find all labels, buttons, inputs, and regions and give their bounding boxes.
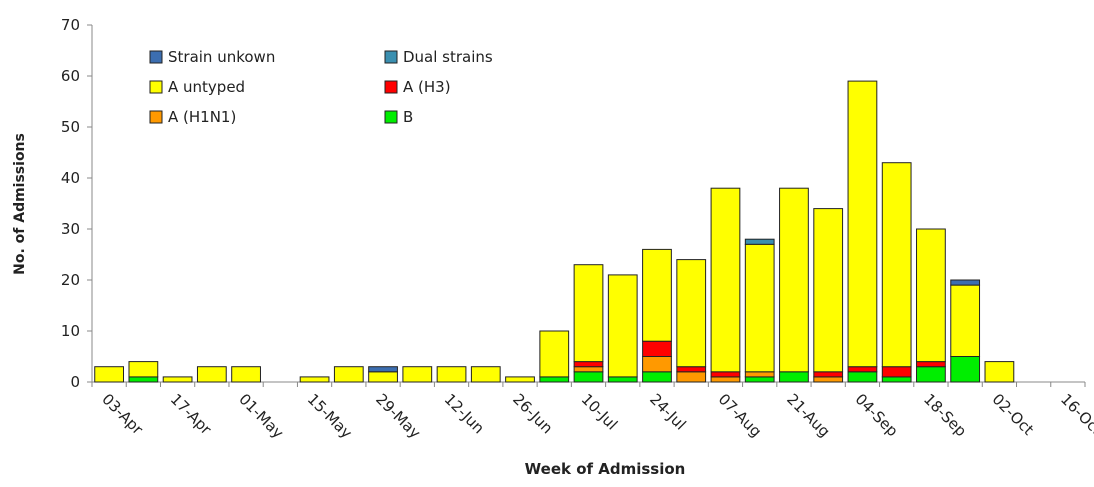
bar-segment (813, 376, 844, 383)
bar-segment (881, 366, 912, 378)
bar-segment (368, 371, 398, 383)
bar-segment (950, 284, 981, 358)
bar-segment (813, 371, 844, 378)
x-tick-label: 16-Oct (1057, 390, 1094, 439)
bar-segment (642, 371, 672, 383)
x-tick-label: 18-Sep (920, 390, 970, 440)
bar-segment (539, 330, 570, 378)
legend-swatch (149, 110, 163, 124)
bar-segment (505, 376, 535, 383)
bar-segment (607, 376, 638, 383)
bar-segment (744, 376, 775, 383)
bar-segment (676, 371, 707, 383)
bar-segment (950, 279, 981, 286)
x-tick-label: 01-May (235, 390, 287, 442)
x-tick-label: 12-Jun (441, 390, 488, 437)
bar-segment (402, 366, 433, 383)
bar-segment (779, 187, 809, 373)
legend-label: A untyped (168, 78, 245, 96)
bar-segment (128, 376, 159, 383)
x-tick-label: 29-May (372, 390, 424, 442)
x-tick-label: 02-Oct (989, 390, 1038, 439)
bar-segment (710, 376, 741, 383)
legend-swatch (384, 50, 398, 64)
bar-segment (710, 187, 741, 373)
bar-segment (94, 366, 125, 383)
y-tick-label: 60 (61, 67, 80, 85)
y-tick-label: 30 (61, 220, 80, 238)
y-tick-label: 20 (61, 271, 80, 289)
legend-label: A (H3) (403, 78, 451, 96)
x-tick-label: 24-Jul (646, 390, 689, 433)
y-tick-label: 50 (61, 118, 80, 136)
legend-label: A (H1N1) (168, 108, 236, 126)
bar-segment (779, 371, 809, 383)
bar-segment (642, 340, 672, 358)
bar-segment (642, 356, 672, 373)
bar-segment (676, 259, 707, 368)
bar-segment (470, 366, 501, 383)
legend-label: B (403, 108, 413, 126)
x-axis-label: Week of Admission (525, 460, 686, 478)
bar-segment (744, 243, 775, 373)
legend-swatch (149, 80, 163, 94)
bar-segment (744, 238, 775, 245)
bar-segment (881, 376, 912, 383)
x-tick-label: 15-May (304, 390, 356, 442)
bar-segment (573, 264, 604, 363)
bar-segment (847, 371, 878, 383)
x-tick-label: 21-Aug (783, 390, 834, 441)
legend-swatch (384, 80, 398, 94)
bar-segment (744, 371, 775, 378)
bar-segment (950, 356, 981, 383)
bar-segment (916, 366, 946, 383)
bar-segment (847, 80, 878, 368)
bar-segment (436, 366, 467, 383)
bar-segment (573, 371, 604, 383)
bar-segment (984, 361, 1015, 383)
bar-segment (813, 208, 844, 373)
legend-label: Strain unkown (168, 48, 275, 66)
x-tick-label: 04-Sep (852, 390, 902, 440)
bar-segment (299, 376, 330, 383)
bar-segment (710, 371, 741, 378)
bar-segment (573, 361, 604, 368)
x-tick-label: 17-Apr (167, 390, 216, 439)
legend-label: Dual strains (403, 48, 493, 66)
bar-segment (642, 248, 672, 342)
bar-segment (916, 228, 946, 363)
y-tick-label: 10 (61, 322, 80, 340)
bar-segment (231, 366, 261, 383)
bar-segment (368, 366, 398, 373)
y-tick-label: 70 (61, 16, 80, 34)
x-tick-label: 03-Apr (98, 390, 147, 439)
y-tick-label: 0 (70, 373, 80, 391)
bar-segment (196, 366, 227, 383)
bar-segment (128, 361, 159, 378)
y-tick-label: 40 (61, 169, 80, 187)
bar-segment (916, 361, 946, 368)
bar-segment (881, 162, 912, 368)
bar-segment (607, 274, 638, 378)
bar-segment (573, 366, 604, 373)
bar-segment (333, 366, 364, 383)
bar-segment (162, 376, 193, 383)
legend-swatch (149, 50, 163, 64)
bar-segment (539, 376, 570, 383)
y-axis-label: No. of Admissions (12, 133, 28, 275)
x-tick-label: 07-Aug (715, 390, 766, 441)
legend-swatch (384, 110, 398, 124)
bar-segment (676, 366, 707, 373)
bar-segment (847, 366, 878, 373)
x-tick-label: 10-Jul (578, 390, 621, 433)
x-tick-label: 26-Jun (509, 390, 556, 437)
